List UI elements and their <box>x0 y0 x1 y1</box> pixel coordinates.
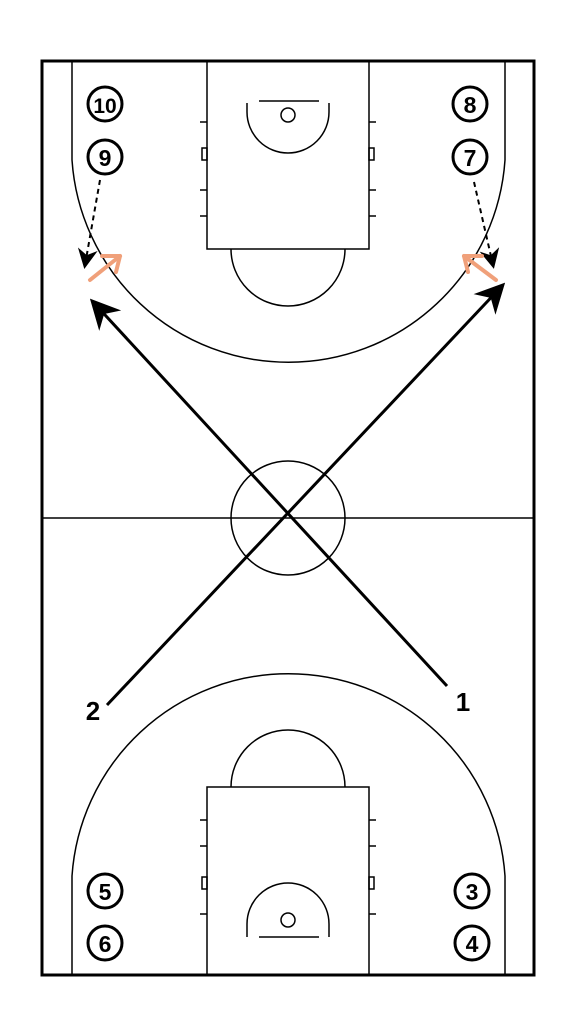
svg-text:5: 5 <box>99 879 112 905</box>
svg-text:10: 10 <box>93 95 116 118</box>
top-three-point-line <box>71 61 506 364</box>
cut-path-player-2 <box>105 282 506 707</box>
target-arrow-left <box>88 254 122 282</box>
target-arrow-right <box>462 254 498 282</box>
player-marker-5: 5 <box>86 872 124 910</box>
top-half-markings <box>71 60 506 364</box>
top-rim <box>280 107 296 123</box>
svg-text:9: 9 <box>99 145 112 171</box>
player-marker-4: 4 <box>453 924 491 962</box>
svg-text:3: 3 <box>466 879 479 905</box>
bottom-three-point-line <box>71 672 506 975</box>
bottom-free-throw-circle <box>230 729 346 788</box>
player-marker-8: 8 <box>451 85 489 123</box>
center-circle <box>230 460 346 576</box>
pass-path-player-9 <box>77 179 101 269</box>
bottom-restricted-arc <box>246 882 330 937</box>
svg-text:7: 7 <box>464 145 477 171</box>
top-key <box>206 60 370 250</box>
bottom-half-markings <box>71 672 506 976</box>
player-label-1: 1 <box>456 687 470 717</box>
player-marker-7: 7 <box>451 138 489 176</box>
player-marker-6: 6 <box>86 924 124 962</box>
player-label-2: 2 <box>86 696 100 726</box>
bottom-rim <box>280 912 296 928</box>
svg-text:8: 8 <box>464 92 477 118</box>
bottom-key <box>206 786 370 976</box>
top-free-throw-circle <box>230 248 346 307</box>
svg-text:4: 4 <box>466 931 479 957</box>
player-marker-10: 10 <box>86 85 124 123</box>
player-marker-3: 3 <box>453 872 491 910</box>
cut-path-player-1 <box>89 298 449 688</box>
top-restricted-arc <box>246 103 330 154</box>
svg-text:6: 6 <box>99 931 112 957</box>
player-marker-9: 9 <box>86 138 124 176</box>
